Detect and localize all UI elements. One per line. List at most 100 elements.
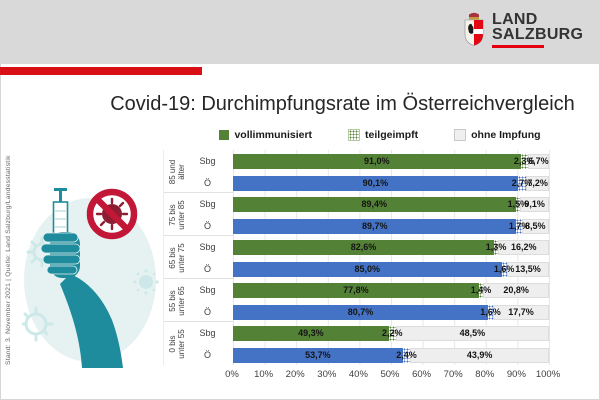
bar-row: Sbg 91,0% 2,3% 6,7% [190,154,556,169]
segment-ohne-impfung [526,176,549,191]
bar-row: Ö 85,0% 1,6% 13,5% [190,262,556,277]
segment-teilgeimpft [488,305,494,320]
value-label: 7,2% [527,178,548,188]
age-group-label: 0 bis unter 55 [168,323,186,365]
land-salzburg-logo: LAND SALZBURG [464,12,583,55]
age-group-row: 75 bis unter 85 Sbg 89,4% 1,5% 9,1% Ö 89,7% 1,7%… [164,193,556,236]
age-group-label-line: unter 85 [177,199,186,230]
value-label: 9,1% [524,199,545,209]
group-separator [164,192,233,193]
stacked-bar: 82,6% 1,3% 16,2% [233,240,549,255]
value-label: 17,7% [508,307,534,317]
value-label: 89,4% [361,199,388,209]
value-label: 91,0% [364,156,390,166]
bar-row: Ö 80,7% 1,6% 17,7% [190,305,556,320]
segment-vollimmunisiert [233,154,521,169]
segment-teilgeimpft [402,348,411,363]
value-label: 90,1% [362,178,389,188]
red-accent-bar [0,67,202,75]
axis-tick-label: 20% [285,369,305,380]
age-group-label: 65 bis unter 75 [168,237,186,279]
region-label: Ö [203,307,211,317]
legend-label: teilgeimpft [365,129,419,141]
value-label: 89,7% [361,221,388,231]
value-label: 2,7% [511,178,533,188]
legend-item-ohne-impfung: ohne Impfung [454,129,541,141]
value-label: 6,7% [528,156,549,166]
bar-row: Sbg 49,3% 2,2% 48,5% [190,326,556,341]
value-label: 43,9% [466,350,493,360]
segment-vollimmunisiert [233,240,495,255]
group-bars: Sbg 91,0% 2,3% 6,7% Ö 90,1% 2,7% 7,2% [190,150,556,193]
header-band [0,0,600,64]
segment-teilgeimpft [520,154,528,169]
age-group-label: 85 und älter [168,151,186,193]
value-label: 2,3% [513,156,535,166]
legend-swatch-ohne-impfung-icon [454,129,467,141]
stacked-bar: 80,7% 1,6% 17,7% [233,305,549,320]
value-label: 16,2% [510,242,537,252]
group-separator [164,235,233,236]
segment-vollimmunisiert [233,176,518,191]
segment-ohne-impfung [493,305,549,320]
stacked-bar: 53,7% 2,4% 43,9% [233,348,549,363]
region-label: Ö [203,178,211,188]
group-bars: Sbg 77,8% 1,4% 20,8% Ö 80,7% 1,6% 17,7% [190,279,556,322]
axis-tick-label: 100% [535,369,561,380]
axis-tick-label: 70% [443,369,463,380]
region-label: Sbg [199,328,216,338]
segment-teilgeimpft [516,219,522,234]
segment-ohne-impfung [395,326,549,341]
legend-swatch-teilgeimpft-icon [348,129,361,141]
segment-vollimmunisiert [233,283,479,298]
value-label: 2,2% [381,328,403,338]
age-group-label-line: unter 55 [177,328,186,359]
value-label: 1,7% [508,221,530,231]
value-label: 2,4% [396,350,417,360]
legend-label: vollimmunisiert [234,129,313,141]
bar-row: Ö 53,7% 2,4% 43,9% [190,348,556,363]
region-label: Ö [203,221,211,231]
segment-ohne-impfung [521,219,549,234]
chart-legend: vollimmunisiert teilgeimpft ohne Impfung [190,129,570,141]
stacked-bar: 89,7% 1,7% 8,5% [233,219,549,234]
group-bars: Sbg 49,3% 2,2% 48,5% Ö 53,7% 2,4% 43,9% [190,322,556,365]
axis-tick-label: 50% [380,369,400,380]
logo-line-land: LAND [492,11,538,28]
segment-teilgeimpft [501,262,507,277]
value-label: 1,4% [470,285,492,295]
age-group-row: 85 und älter Sbg 91,0% 2,3% 6,7% Ö 90,1% 2,7% 7,2… [164,150,556,193]
stacked-bar: 89,4% 1,5% 9,1% [233,197,549,212]
logo-line-salzburg: SALZBURG [492,26,584,43]
value-label: 53,7% [305,350,331,360]
legend-swatch-vollimmunisiert-icon [219,130,230,140]
value-label: 8,5% [524,221,546,231]
region-label: Ö [203,350,211,360]
group-separator [164,321,233,322]
age-group-label-line: älter [177,163,186,180]
value-label: 1,3% [485,242,507,252]
value-label: 49,3% [298,328,324,338]
age-group-label: 75 bis unter 85 [168,194,186,236]
bar-row: Sbg 89,4% 1,5% 9,1% [190,197,556,212]
vaccination-illustration [20,186,170,373]
land-salzburg-crest-icon [464,12,484,55]
axis-tick-label: 40% [348,369,368,380]
logo-red-underline [492,45,544,48]
chart-rows: 85 und älter Sbg 91,0% 2,3% 6,7% Ö 90,1% 2,7% 7,2… [164,150,556,365]
age-group-label: 55 bis unter 65 [168,280,186,322]
value-label: 82,6% [350,242,377,252]
legend-item-teilgeimpft: teilgeimpft [348,129,418,141]
value-label: 20,8% [503,285,529,295]
legend-label: ohne Impfung [471,129,541,141]
axis-tick-label: 60% [412,369,432,380]
group-separator [164,278,233,279]
age-group-row: 55 bis unter 65 Sbg 77,8% 1,4% 20,8% Ö 80,7% 1,6… [164,279,556,322]
stacked-bar: 90,1% 2,7% 7,2% [233,176,549,191]
bar-row: Ö 89,7% 1,7% 8,5% [190,219,556,234]
axis-tick-label: 90% [506,369,526,380]
hand-icon [40,232,123,368]
group-bars: Sbg 89,4% 1,5% 9,1% Ö 89,7% 1,7% 8,5% [190,193,556,236]
bar-row: Sbg 82,6% 1,3% 16,2% [190,240,556,255]
